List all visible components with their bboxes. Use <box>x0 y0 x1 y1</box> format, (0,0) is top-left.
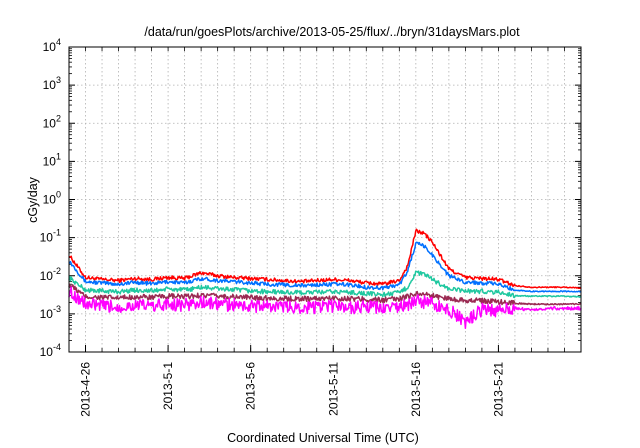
y-tick-label: 10-4 <box>40 342 61 359</box>
y-tick-label: 10-1 <box>40 228 61 245</box>
series-lines <box>68 228 582 330</box>
x-axis-label: Coordinated Universal Time (UTC) <box>227 431 419 445</box>
grid-lines <box>69 47 581 352</box>
series-line-3 <box>68 283 582 306</box>
axis-ticks: 10-4 10-3 10-2 10-1 100 101 102 103 104 2013-4-26… <box>40 37 582 417</box>
x-tick-label: 2013-5-1 <box>161 362 175 410</box>
y-tick-label: 102 <box>43 113 61 130</box>
x-tick-label: 2013-5-21 <box>491 362 505 417</box>
series-line-4 <box>68 286 582 330</box>
x-tick-label: 2013-5-6 <box>244 362 258 410</box>
chart-title: /data/run/goesPlots/archive/2013-05-25/f… <box>144 25 520 39</box>
y-tick-label: 103 <box>43 75 61 92</box>
series-line-0 <box>68 228 582 289</box>
y-tick-label: 101 <box>43 151 61 168</box>
x-tick-label: 2013-5-11 <box>326 362 340 416</box>
y-tick-label: 10-3 <box>40 304 61 321</box>
y-tick-label: 104 <box>43 37 61 54</box>
plot-frame <box>68 46 582 353</box>
x-tick-label: 2013-4-26 <box>79 362 93 417</box>
series-line-2 <box>68 270 582 299</box>
series-line-1 <box>68 241 582 293</box>
y-tick-label: 10-2 <box>40 266 61 283</box>
x-tick-label: 2013-5-16 <box>409 362 423 417</box>
y-tick-label: 100 <box>43 190 61 207</box>
y-axis-label: cGy/day <box>26 176 40 223</box>
